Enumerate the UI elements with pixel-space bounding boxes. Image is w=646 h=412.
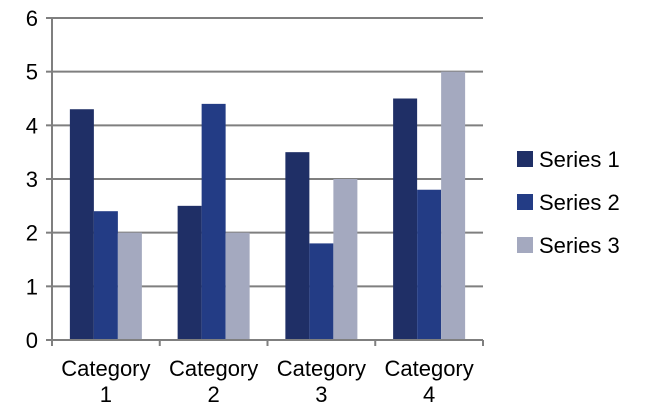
bar-1-1 xyxy=(69,109,94,340)
y-tick-label: 1 xyxy=(26,274,38,299)
y-tick-label: 5 xyxy=(26,60,38,85)
legend-label-2: Series 2 xyxy=(539,190,620,215)
bar-2-2 xyxy=(201,103,226,340)
bar-2-1 xyxy=(93,211,118,340)
legend-swatch-3 xyxy=(517,237,533,253)
bar-1-2 xyxy=(177,205,202,340)
x-tick-label: Category 4 xyxy=(384,356,473,407)
y-tick-label: 6 xyxy=(26,6,38,31)
legend-swatch-1 xyxy=(517,151,533,167)
legend-label-1: Series 1 xyxy=(539,147,620,172)
legend-swatch-2 xyxy=(517,194,533,210)
y-tick-label: 3 xyxy=(26,167,38,192)
bar-2-3 xyxy=(309,243,334,340)
x-tick-label: Category 1 xyxy=(61,356,150,407)
bar-3-2 xyxy=(225,232,250,340)
y-tick-label: 4 xyxy=(26,113,38,138)
x-tick-label: Category 2 xyxy=(169,356,258,407)
bar-1-4 xyxy=(393,98,418,340)
bars xyxy=(69,71,466,341)
bar-1-3 xyxy=(285,152,310,340)
y-tick-label: 2 xyxy=(26,221,38,246)
x-tick-label: Category 3 xyxy=(277,356,366,407)
bar-3-1 xyxy=(117,232,142,340)
legend: Series 1 Series 2 Series 3 xyxy=(517,147,620,258)
bar-3-3 xyxy=(333,179,358,340)
bar-2-4 xyxy=(417,189,442,340)
legend-label-3: Series 3 xyxy=(539,233,620,258)
y-tick-label: 0 xyxy=(26,328,38,353)
axes: 0 1 2 3 4 5 6 Category 1 Category 2 Category 3 Catego… xyxy=(26,6,484,407)
bar-3-4 xyxy=(441,71,466,341)
